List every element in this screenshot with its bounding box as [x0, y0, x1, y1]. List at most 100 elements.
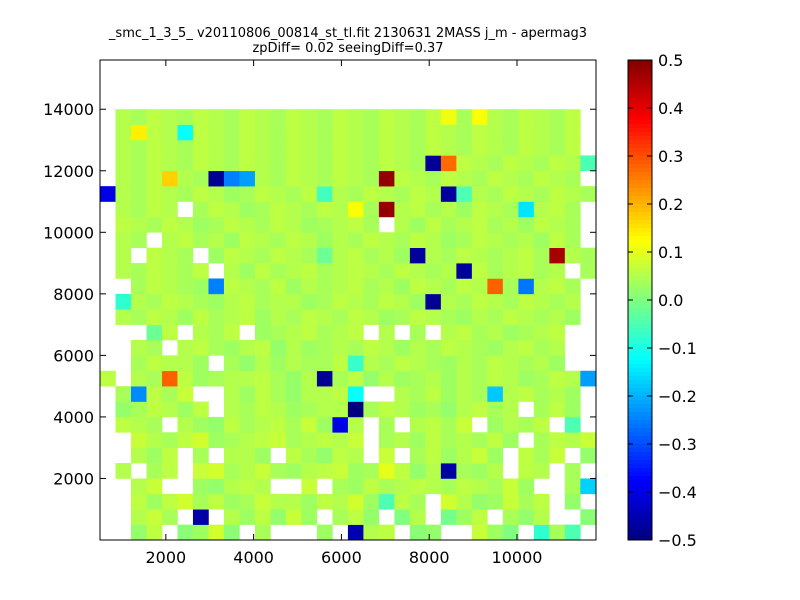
colorbar-segment [628, 392, 652, 397]
heatmap-cell [332, 140, 349, 156]
heatmap-cell [177, 370, 194, 387]
heatmap-cell [440, 263, 457, 279]
colorbar-segment [628, 332, 652, 337]
heatmap-cell [316, 155, 333, 172]
heatmap-cell [285, 509, 302, 525]
heatmap-cell [254, 232, 271, 248]
heatmap-cell [223, 447, 240, 464]
heatmap-cell [409, 324, 426, 341]
heatmap-cell [316, 124, 333, 141]
heatmap-cell [177, 355, 194, 372]
heatmap-cell [409, 170, 426, 187]
heatmap-cell [564, 170, 581, 187]
heatmap-cell [301, 432, 318, 448]
heatmap-cell [192, 401, 209, 418]
heatmap-cell [161, 355, 178, 372]
colorbar-segment [628, 108, 652, 113]
heatmap-cell [239, 478, 256, 495]
heatmap-cell [533, 247, 550, 264]
heatmap-cell [363, 186, 380, 202]
heatmap-cell [146, 416, 163, 433]
colorbar-segment [628, 116, 652, 121]
heatmap-cell [425, 247, 442, 264]
colorbar-segment [628, 96, 652, 101]
heatmap-cell [487, 401, 504, 418]
heatmap-cell [518, 186, 535, 202]
heatmap-cell [518, 478, 535, 495]
heatmap-cell [130, 170, 147, 187]
heatmap-cell [115, 140, 132, 156]
heatmap-cell [270, 370, 287, 387]
colorbar-segment [628, 428, 652, 433]
heatmap-cell [440, 186, 457, 202]
heatmap-cell [254, 478, 271, 495]
heatmap-cell [347, 524, 364, 541]
heatmap-cell [192, 124, 209, 141]
heatmap-cell [580, 509, 597, 525]
heatmap-cell [425, 140, 442, 156]
heatmap-cell [549, 370, 566, 387]
heatmap-cell [208, 416, 225, 433]
heatmap-cell [332, 247, 349, 264]
heatmap-cell [146, 432, 163, 448]
colorbar-segment [628, 208, 652, 213]
heatmap-cell [440, 232, 457, 248]
colorbar-segment [628, 492, 652, 497]
heatmap-cell [502, 309, 519, 325]
colorbar-segment [628, 352, 652, 357]
heatmap-cell [549, 432, 566, 448]
heatmap-cell [471, 493, 488, 510]
colorbar-segment [628, 324, 652, 329]
heatmap-cell [440, 140, 457, 156]
heatmap-cell [518, 293, 535, 310]
heatmap-cell [471, 293, 488, 310]
heatmap-cell [564, 247, 581, 264]
heatmap-cell [347, 186, 364, 202]
heatmap-cell [332, 493, 349, 510]
heatmap-cell [192, 432, 209, 448]
heatmap-cell [378, 247, 395, 264]
heatmap-cell [239, 386, 256, 402]
heatmap-cell [440, 309, 457, 325]
heatmap-cell [533, 186, 550, 202]
heatmap-cell [394, 293, 411, 310]
heatmap-cell [564, 370, 581, 387]
heatmap-cell [502, 386, 519, 402]
heatmap-cell [192, 509, 209, 525]
heatmap-cell [146, 263, 163, 279]
heatmap-cell [471, 509, 488, 525]
heatmap-cell [254, 432, 271, 448]
heatmap-cell [161, 493, 178, 510]
heatmap-cell [161, 370, 178, 387]
colorbar-segment [628, 104, 652, 109]
y-tick-label: 12000 [43, 162, 94, 181]
heatmap-cell [378, 370, 395, 387]
colorbar-tick-label: −0.4 [658, 483, 697, 502]
colorbar-segment [628, 316, 652, 321]
heatmap-cell [192, 478, 209, 495]
heatmap-cell [285, 216, 302, 233]
heatmap-cell [208, 478, 225, 495]
heatmap-cell [518, 509, 535, 525]
heatmap-cell [518, 155, 535, 172]
heatmap-cell [456, 278, 473, 295]
colorbar-segment [628, 496, 652, 501]
heatmap-cell [285, 278, 302, 295]
colorbar-segment [628, 216, 652, 221]
heatmap-cell [409, 124, 426, 141]
heatmap-cell [425, 340, 442, 356]
heatmap-cell [301, 155, 318, 172]
heatmap-cell [270, 140, 287, 156]
heatmap-cell [564, 216, 581, 233]
heatmap-cell [208, 124, 225, 141]
heatmap-cell [502, 232, 519, 248]
colorbar-segment [628, 224, 652, 229]
heatmap-cell [363, 247, 380, 264]
x-tick-label: 4000 [233, 548, 274, 567]
heatmap-cell [285, 432, 302, 448]
heatmap-cell [580, 478, 597, 495]
heatmap-cell [270, 309, 287, 325]
heatmap-cell [456, 355, 473, 372]
heatmap-cell [363, 263, 380, 279]
heatmap-cell [378, 432, 395, 448]
